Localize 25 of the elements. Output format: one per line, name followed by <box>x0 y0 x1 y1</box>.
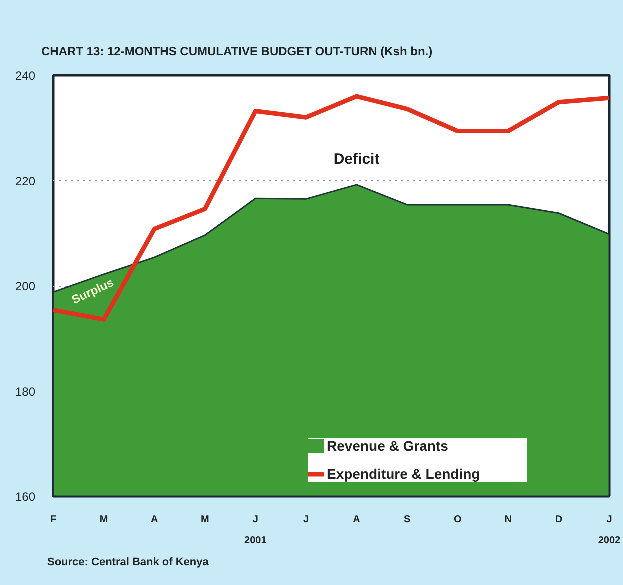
source-note: Source: Central Bank of Kenya <box>48 556 210 568</box>
line-series <box>54 94 610 322</box>
x-tick-label: J <box>606 514 612 526</box>
y-tick-label: 200 <box>15 280 36 294</box>
x-tick-label: M <box>100 514 108 526</box>
x-tick-label: F <box>50 514 57 526</box>
x-tick-label: J <box>303 514 310 526</box>
x-tick-label: A <box>353 514 360 526</box>
y-tick-label: 160 <box>15 490 36 504</box>
text: 2001 <box>244 536 268 546</box>
y-tick-label: 180 <box>15 384 36 399</box>
text: 2002 <box>598 536 622 546</box>
x-tick-label: M <box>200 514 210 526</box>
y-tick-label: 240 <box>15 69 36 83</box>
x-tick-label: N <box>504 514 512 526</box>
x-tick-label: A <box>150 514 158 526</box>
y-tick-label: 220 <box>15 174 36 188</box>
series-label: Revenue & Grants <box>327 438 450 454</box>
annotation: Deficit <box>334 151 380 168</box>
x-tick-label: J <box>252 514 258 526</box>
x-tick-label: D <box>555 514 563 526</box>
x-tick-label: S <box>404 514 411 526</box>
x-tick-label: O <box>454 514 462 526</box>
chart-title: CHART 13: 12-MONTHS CUMULATIVE BUDGET OUT-TURN (Ksh bn.) <box>42 44 433 58</box>
legend-label: Expenditure & Lending <box>327 466 482 482</box>
